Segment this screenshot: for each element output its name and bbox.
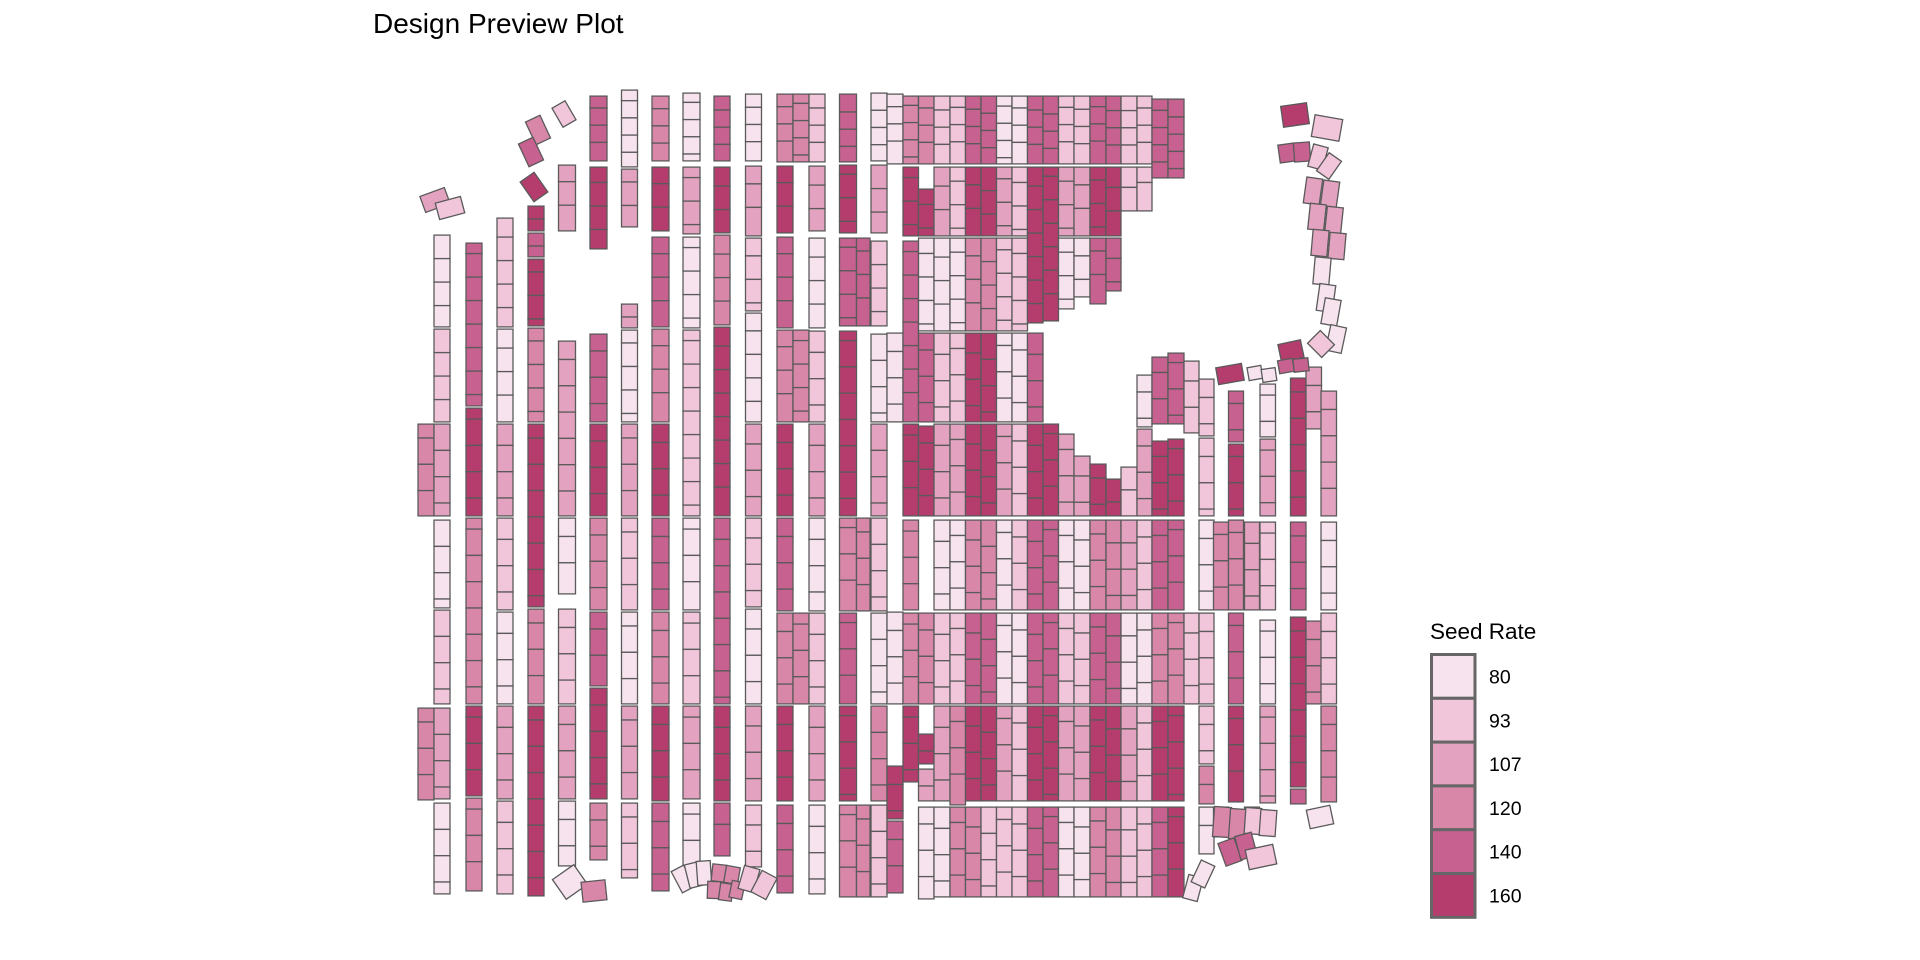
svg-text:120: 120 bbox=[1489, 798, 1522, 820]
svg-text:Seed Rate: Seed Rate bbox=[1430, 619, 1536, 644]
svg-text:80: 80 bbox=[1489, 667, 1511, 689]
svg-text:93: 93 bbox=[1489, 710, 1511, 732]
svg-text:140: 140 bbox=[1489, 842, 1522, 864]
svg-text:Design Preview Plot: Design Preview Plot bbox=[373, 8, 624, 39]
svg-text:160: 160 bbox=[1489, 886, 1522, 908]
svg-text:107: 107 bbox=[1489, 754, 1522, 776]
